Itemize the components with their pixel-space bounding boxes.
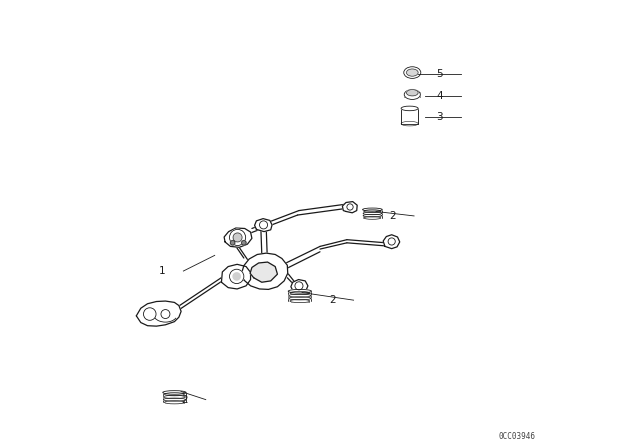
Ellipse shape	[404, 67, 421, 78]
Circle shape	[233, 233, 242, 242]
Ellipse shape	[290, 291, 310, 295]
Polygon shape	[291, 280, 308, 293]
Ellipse shape	[289, 297, 311, 300]
Text: 3: 3	[436, 112, 443, 122]
Polygon shape	[224, 228, 252, 247]
Polygon shape	[136, 301, 181, 326]
Ellipse shape	[363, 214, 382, 217]
Text: 2: 2	[390, 211, 396, 221]
Polygon shape	[342, 202, 357, 213]
Ellipse shape	[406, 69, 418, 76]
Circle shape	[230, 241, 235, 245]
Ellipse shape	[163, 395, 186, 399]
Polygon shape	[241, 253, 288, 289]
Text: 1: 1	[159, 266, 165, 276]
Ellipse shape	[406, 90, 418, 96]
Bar	[401, 108, 418, 124]
Ellipse shape	[362, 208, 382, 211]
Ellipse shape	[404, 90, 420, 99]
Ellipse shape	[364, 210, 381, 212]
Polygon shape	[221, 264, 250, 289]
Ellipse shape	[164, 401, 184, 404]
Ellipse shape	[163, 391, 186, 394]
Circle shape	[233, 273, 240, 280]
Text: 2: 2	[329, 295, 335, 305]
Ellipse shape	[289, 294, 311, 297]
Ellipse shape	[363, 212, 382, 215]
Ellipse shape	[288, 289, 312, 293]
Circle shape	[161, 310, 170, 319]
Ellipse shape	[163, 398, 186, 401]
Ellipse shape	[164, 392, 184, 396]
Circle shape	[241, 241, 246, 245]
Ellipse shape	[401, 106, 418, 111]
Polygon shape	[255, 219, 272, 232]
Circle shape	[143, 308, 156, 320]
Ellipse shape	[290, 299, 310, 303]
Circle shape	[230, 269, 244, 284]
Text: 4: 4	[436, 91, 443, 101]
Polygon shape	[250, 262, 277, 282]
Text: 2: 2	[181, 395, 188, 405]
Circle shape	[230, 229, 246, 246]
Polygon shape	[383, 235, 400, 249]
Text: 5: 5	[436, 69, 443, 79]
Text: 0CC03946: 0CC03946	[498, 432, 535, 441]
Ellipse shape	[364, 217, 381, 219]
Circle shape	[260, 221, 268, 229]
